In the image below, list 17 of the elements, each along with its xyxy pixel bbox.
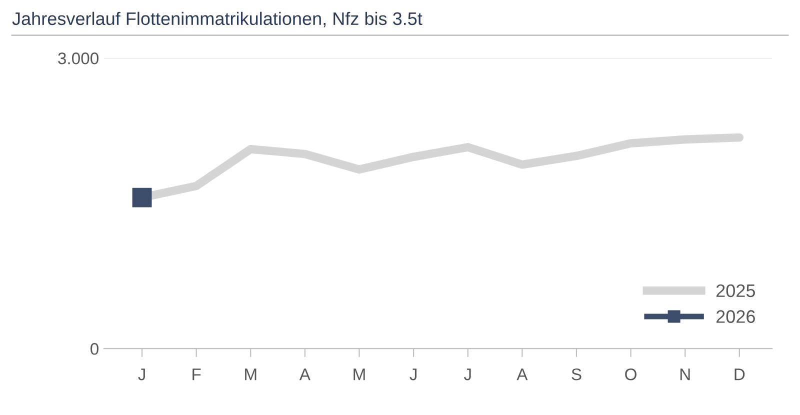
- y-tick-label: 0: [90, 343, 98, 355]
- chart-title: Jahresverlauf Flottenimmatrikulationen, Nfz bis 3.5t: [12, 12, 422, 28]
- legend-label: 2025: [716, 284, 755, 298]
- y-tick-label: 3.000: [58, 52, 98, 64]
- x-tick-label: M: [354, 368, 365, 380]
- x-tick-label: A: [299, 368, 310, 380]
- x-tick-label: F: [192, 368, 201, 380]
- x-tick-label: S: [572, 368, 582, 380]
- x-tick-label: J: [410, 368, 416, 380]
- legend-label: 2026: [716, 310, 755, 323]
- x-tick-label: N: [680, 368, 690, 380]
- x-tick-label: A: [516, 368, 528, 380]
- x-tick-label: J: [464, 368, 471, 380]
- x-tick-label: O: [625, 368, 636, 380]
- x-tick-label: D: [734, 368, 745, 380]
- x-tick-label: M: [245, 368, 256, 380]
- x-tick-label: J: [138, 368, 145, 380]
